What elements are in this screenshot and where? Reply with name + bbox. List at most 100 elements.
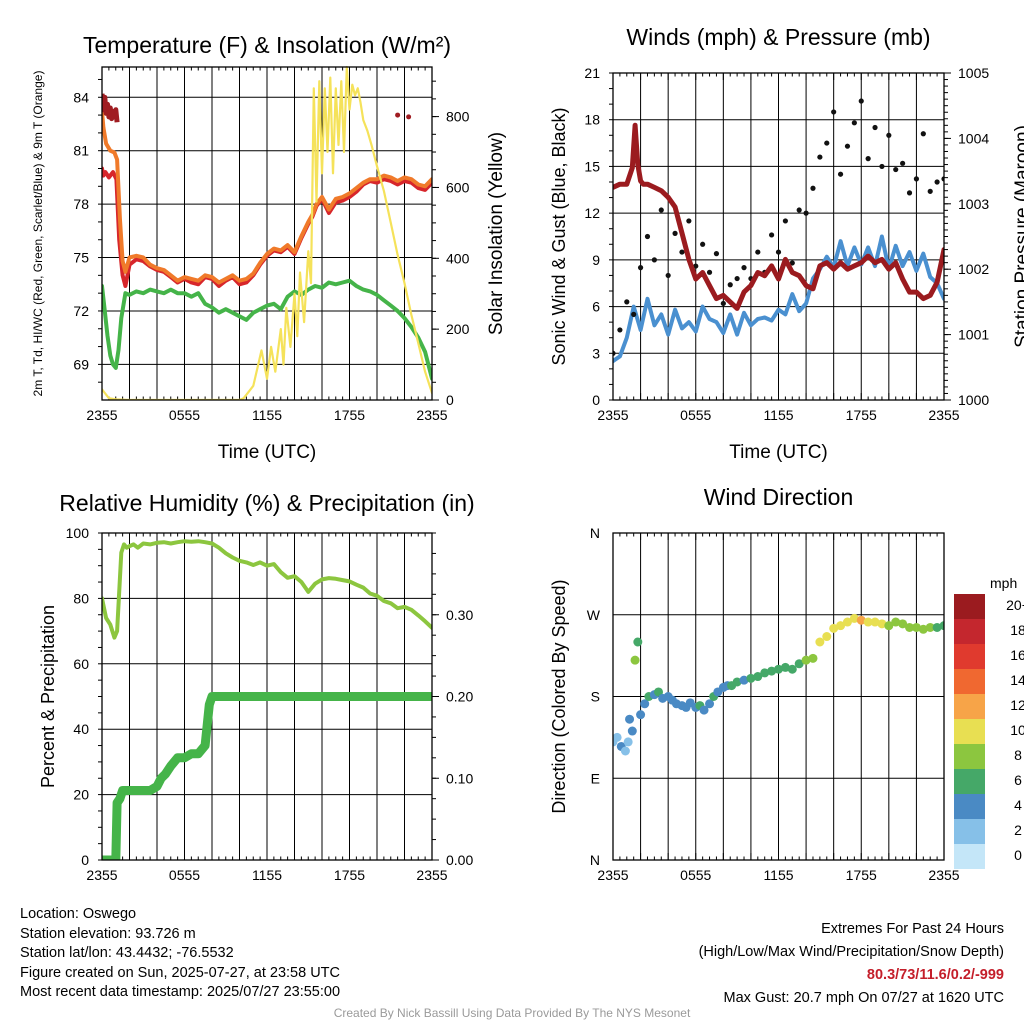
- x-tick-label: 0555: [680, 407, 711, 423]
- direction-point: [746, 673, 756, 683]
- y-tick-label-right: 1005: [958, 65, 989, 81]
- gust-point: [720, 300, 726, 307]
- gust-point: [741, 265, 747, 271]
- gust-point: [727, 282, 733, 288]
- gust-point: [693, 263, 699, 269]
- colorbar-swatch: [954, 844, 985, 869]
- direction-point: [884, 621, 894, 631]
- gust-point: [920, 131, 926, 137]
- plot-frame: [101, 66, 433, 401]
- colorbar-swatch: [954, 669, 985, 694]
- gust-point: [706, 269, 713, 275]
- x-tick-label: 0555: [169, 867, 200, 883]
- x-tick-label: 2355: [597, 407, 628, 423]
- y-tick-label-right: 0.00: [446, 852, 473, 868]
- gust-point: [782, 218, 788, 224]
- y-tick-label-left: 0: [592, 392, 600, 408]
- gust-point: [879, 163, 885, 170]
- y-tick-label-right: 0.10: [446, 770, 473, 786]
- direction-point: [891, 617, 901, 627]
- series-line-5: [102, 65, 432, 400]
- y-tick-label-left: 60: [73, 656, 89, 672]
- plot-frame: [612, 72, 945, 401]
- gust-point: [796, 207, 802, 213]
- created-text: Figure created on Sun, 2025-07-27, at 23…: [20, 964, 340, 981]
- colorbar-label: 10: [1010, 722, 1024, 738]
- y-tick-label-left: 3: [592, 345, 600, 361]
- gust-point: [913, 176, 920, 182]
- y-axis-label-right: Solar Insolation (Yellow): [486, 132, 507, 335]
- direction-point: [767, 666, 777, 676]
- gust-point: [644, 233, 651, 240]
- y-axis-label-left: Sonic Wind & Gust (Blue, Black): [549, 107, 569, 365]
- x-axis-label: Time (UTC): [218, 442, 317, 463]
- direction-point: [863, 617, 873, 627]
- gust-point: [824, 140, 830, 146]
- y-tick-label-left: 100: [66, 525, 90, 541]
- y-axis-label-right: Station Pressure (Maroon): [1012, 125, 1024, 348]
- gust-point: [700, 241, 706, 247]
- gust-point: [658, 207, 664, 213]
- direction-point: [856, 615, 866, 625]
- panel-title: Wind Direction: [704, 484, 854, 510]
- x-tick-label: 2355: [416, 407, 447, 423]
- latlon-text: Station lat/lon: 43.4432; -76.5532: [20, 945, 234, 961]
- y-tick-label-left: 18: [584, 112, 600, 128]
- extremes-panel: Extremes For Past 24 Hours (High/Low/Max…: [699, 918, 1004, 1010]
- x-tick-label: 2355: [86, 867, 117, 883]
- panel-2-grid: [609, 72, 951, 401]
- x-axis-label: Time (UTC): [729, 442, 828, 463]
- elevation-text: Station elevation: 93.726 m: [20, 925, 196, 942]
- y-axis-label-left: Direction (Colored By Speed): [549, 579, 569, 813]
- gust-point: [617, 327, 623, 333]
- heat-index-point: [395, 112, 401, 118]
- plot-frame: [612, 532, 945, 861]
- gust-point: [893, 166, 899, 173]
- direction-point: [780, 662, 790, 672]
- y-tick-label-left: 75: [73, 250, 89, 266]
- y-tick-label-left: N: [590, 525, 600, 541]
- direction-point: [625, 714, 635, 724]
- colorbar-swatch: [954, 794, 985, 819]
- direction-point: [613, 732, 622, 742]
- y-tick-label-right: 1003: [958, 196, 989, 212]
- gust-point: [851, 120, 857, 126]
- y-tick-label-left: 9: [592, 252, 600, 268]
- gust-point: [672, 230, 678, 236]
- gust-point: [844, 143, 851, 149]
- colorbar-unit: mph: [990, 575, 1017, 591]
- y-tick-label-left: E: [591, 770, 600, 786]
- direction-point: [911, 622, 921, 632]
- series-line-2: [102, 109, 432, 285]
- direction-point: [870, 617, 880, 627]
- direction-point: [822, 632, 832, 642]
- y-tick-label-right: 800: [446, 109, 470, 125]
- gust-point: [927, 188, 933, 194]
- y-tick-label-left: 69: [73, 356, 89, 372]
- direction-point: [620, 746, 630, 756]
- gust-point: [637, 265, 644, 271]
- gust-point: [755, 249, 761, 255]
- extremes-subheader: (High/Low/Max Wind/Precipitation/Snow De…: [698, 944, 1004, 960]
- gust-point: [775, 249, 782, 255]
- direction-point: [774, 664, 783, 674]
- colorbar-swatch: [954, 694, 985, 719]
- y-tick-label-left: 80: [73, 590, 89, 606]
- y-tick-label-right: 0.20: [446, 689, 473, 705]
- credit-text: Created By Nick Bassill Using Data Provi…: [333, 1006, 691, 1020]
- gust-point: [713, 251, 720, 257]
- direction-point: [705, 699, 715, 709]
- y-tick-label-right: 0: [446, 392, 454, 408]
- colorbar-swatch: [954, 744, 985, 769]
- x-tick-label: 0555: [169, 407, 200, 423]
- direction-point: [753, 672, 763, 682]
- y-tick-label-right: 1000: [958, 392, 989, 408]
- colorbar-label: 20+: [1006, 597, 1024, 613]
- direction-point: [787, 664, 797, 674]
- gust-point: [837, 171, 844, 177]
- x-tick-label: 1155: [763, 407, 793, 423]
- heat-index-line: [102, 93, 120, 123]
- plot-frame: [101, 532, 433, 861]
- colorbar-label: 18: [1010, 622, 1024, 638]
